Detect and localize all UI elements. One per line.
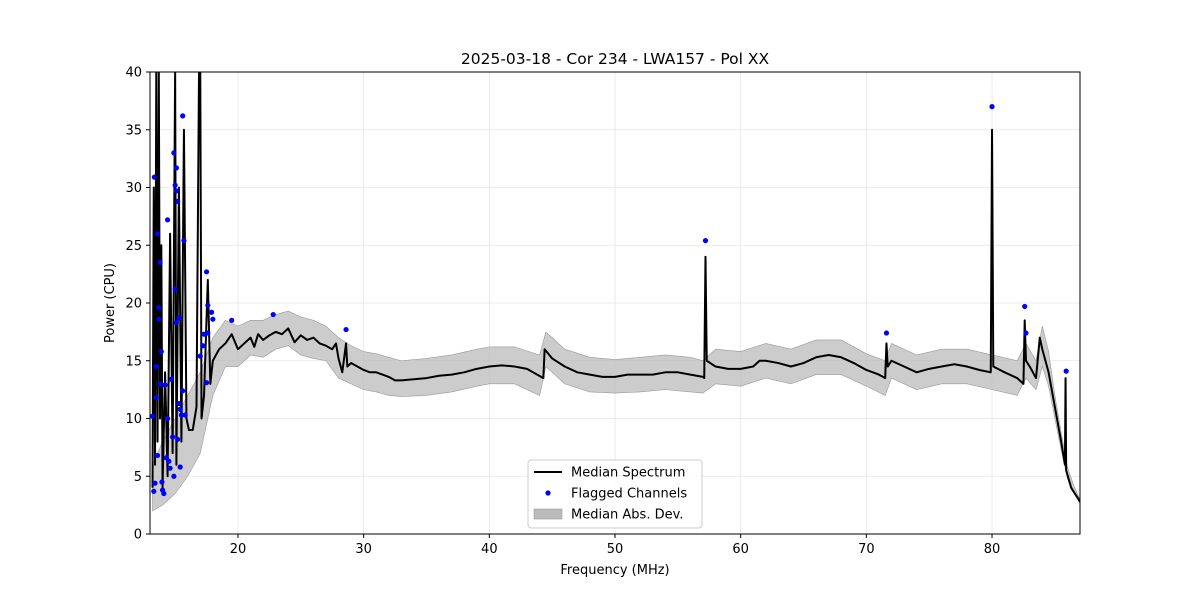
legend-label: Median Abs. Dev. [571,508,683,523]
flagged-channel-point [172,182,178,188]
median-spectrum-line [151,72,1080,503]
flagged-channel-point [178,412,185,418]
flagged-channel-point [158,348,164,355]
x-tick-label: 80 [984,542,1001,557]
legend-label: Flagged Channels [571,487,687,502]
flagged-channel-point [1023,330,1029,336]
flagged-channel-point [173,188,179,194]
flagged-channel-point [197,353,203,359]
y-tick-label: 25 [125,239,142,254]
y-axis-label: Power (CPU) [103,263,118,343]
flagged-channel-point [153,395,159,401]
flagged-channel-point [1063,368,1069,374]
legend-box [527,459,703,529]
flagged-channel-point [151,488,157,494]
flagged-channel-point [166,458,172,464]
flagged-channel-point [989,104,995,110]
flagged-channel-point [176,315,182,321]
y-tick-label: 15 [125,354,142,369]
y-tick-label: 20 [125,297,142,312]
flagged-channel-point [173,320,179,326]
flagged-channel-point [149,413,156,419]
y-axis-ticks: 0 5 10 15 20 25 30 35 40 [125,66,150,543]
x-tick-label: 40 [481,542,498,557]
flagged-channel-point [154,231,161,237]
x-axis-label: Frequency (MHz) [560,563,669,578]
flagged-channel-point [172,286,178,292]
flagged-channel-point [173,165,179,171]
legend-marker-swatch [545,490,551,496]
flagged-channel-point [177,406,183,412]
flagged-channel-point [171,473,177,479]
flagged-channel-point [177,464,183,470]
x-tick-label: 30 [355,542,372,557]
flagged-channel-point [180,388,186,394]
flagged-channel-point [153,363,159,370]
flagged-channel-point [203,380,210,386]
flagged-channel-point [200,343,206,349]
flagged-channel-point [161,490,167,497]
flagged-channel-point [205,302,211,308]
flagged-channel-point [203,269,210,275]
flagged-channel-point [152,480,158,486]
flagged-channel-point [1022,303,1028,310]
y-tick-label: 10 [125,412,142,427]
flagged-channel-point [164,217,171,223]
flagged-channel-point [164,415,171,422]
flagged-channel-point [168,376,174,382]
flagged-channel-point [883,330,890,336]
flagged-channel-point [156,316,162,322]
legend-patch-swatch [533,508,563,520]
flagged-channel-point [270,311,276,318]
flagged-channel-point [151,174,157,180]
flagged-channel-point [159,479,165,485]
flagged-channel-point [175,198,181,204]
x-tick-label: 70 [858,542,875,557]
x-tick-label: 20 [230,542,247,557]
flagged-channel-point [182,412,188,418]
flagged-channel-point [180,113,186,119]
flagged-channel-point [154,452,161,459]
flagged-channel-point [175,436,181,442]
flagged-channel-point [157,381,163,387]
y-tick-label: 35 [125,123,142,138]
chart-title: 2025-03-18 - Cor 234 - LWA157 - Pol XX [461,50,770,68]
grid [150,71,1080,535]
median-spectrum-line-group [151,72,1080,503]
flagged-channel-point [229,317,235,323]
flagged-channel-point [162,382,168,388]
legend-label: Median Spectrum [571,466,685,481]
y-tick-label: 5 [134,470,142,485]
flagged-channel-point [181,238,187,244]
y-tick-label: 0 [134,528,142,543]
flagged-channel-point [205,330,211,336]
x-tick-label: 60 [732,542,749,557]
flagged-channel-point [157,259,163,266]
x-axis-ticks: 20 30 40 50 60 70 80 [230,534,1001,557]
flagged-channel-point [176,400,182,407]
x-tick-label: 50 [607,542,624,557]
flagged-channel-point [210,316,216,322]
flagged-channel-point [171,150,177,156]
flagged-channel-point [156,305,162,311]
flagged-channel-point [343,326,349,333]
flagged-channel-point [208,309,215,315]
flagged-channel-point [167,465,173,471]
flagged-channel-point [702,238,709,244]
flagged-channel-point [170,434,176,440]
legend: Median Spectrum Flagged Channels Median Ab… [527,459,703,529]
flagged-channels-markers [149,104,1069,497]
y-tick-label: 40 [125,66,142,81]
y-tick-label: 30 [125,181,142,196]
